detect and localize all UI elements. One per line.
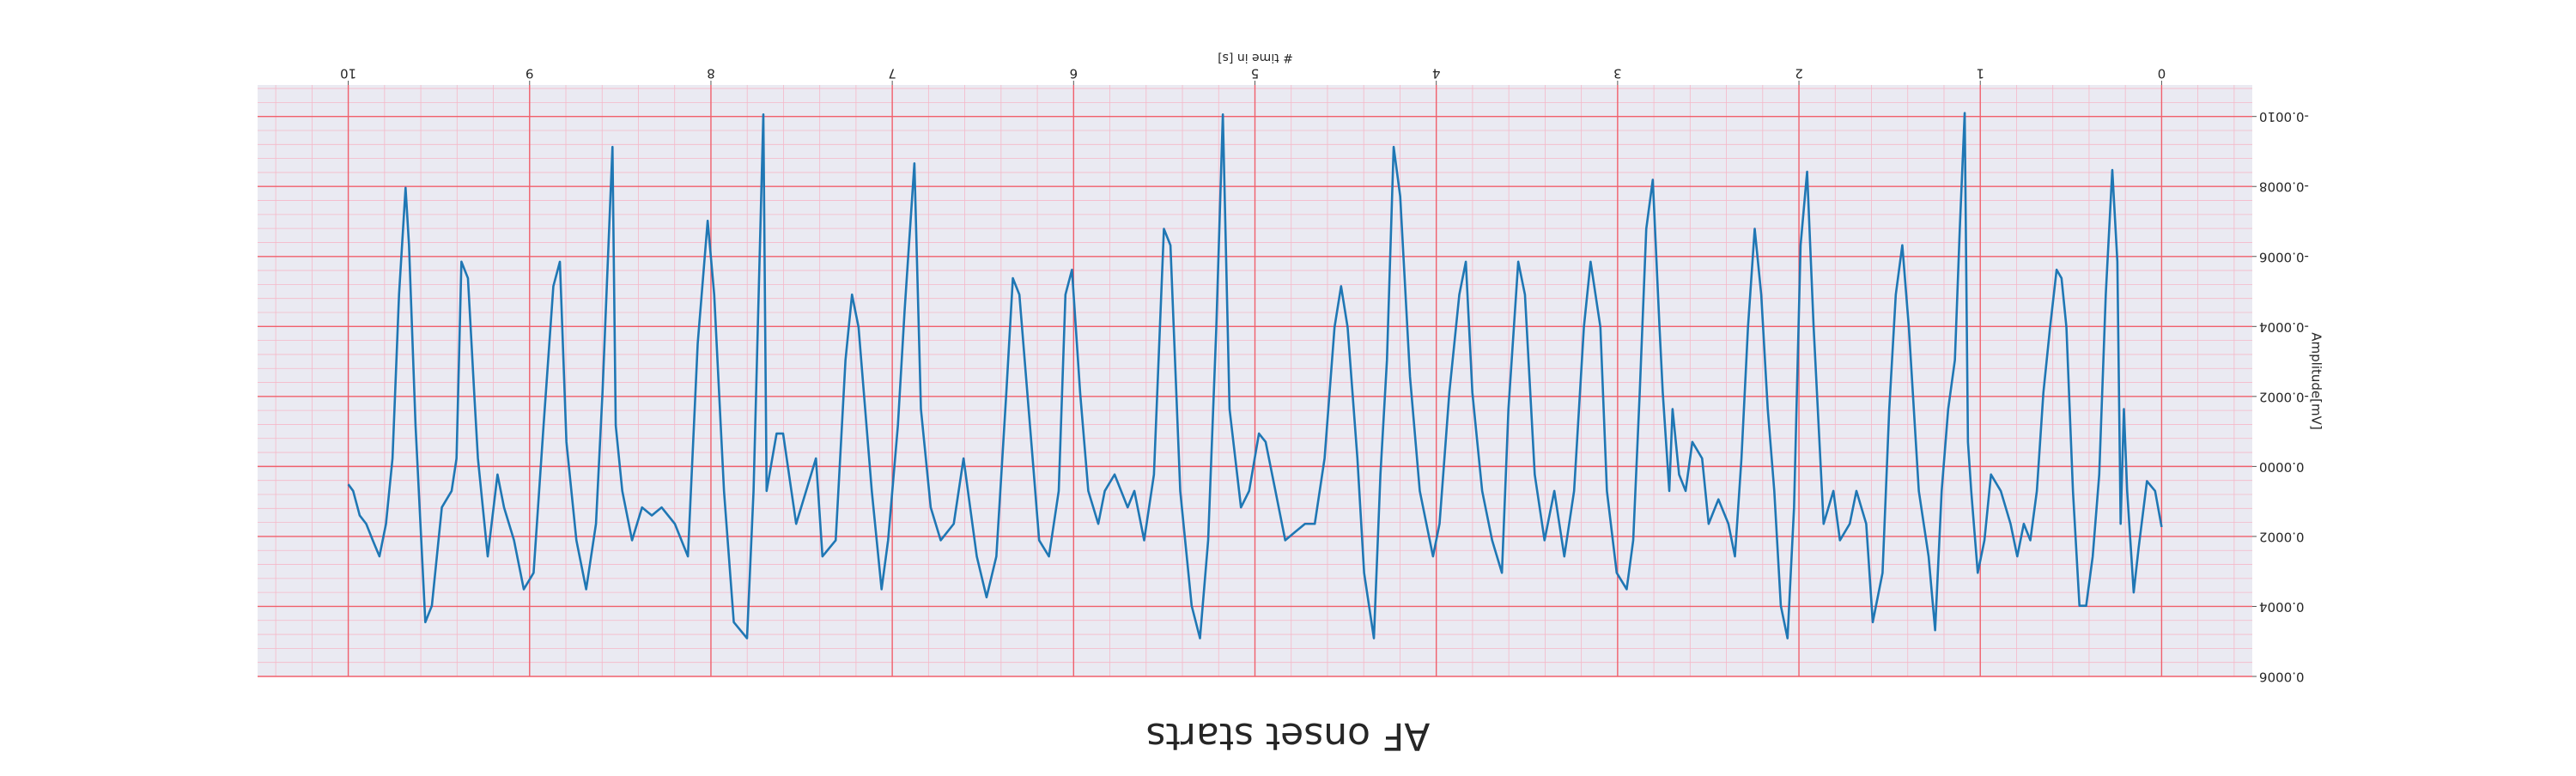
y-tick-label: -0.0006 — [2259, 249, 2309, 264]
x-tick-label: 6 — [1070, 66, 1078, 82]
x-tick-label: 4 — [1432, 66, 1441, 82]
x-tick-label: 9 — [526, 66, 534, 82]
y-axis-label: Amplitude[mV] — [2309, 332, 2324, 429]
chart-body: AF onset starts # time in [s] Amplitude[… — [258, 51, 2324, 758]
x-tick-label: 1 — [1976, 66, 1984, 82]
x-axis-label: # time in [s] — [1218, 51, 1293, 64]
x-tick-label: 8 — [707, 66, 715, 82]
y-tick-label: -0.0002 — [2259, 389, 2309, 404]
signal-line — [347, 112, 2163, 640]
x-tick-label: 3 — [1613, 66, 1622, 82]
y-tick-label: 0.0004 — [2259, 599, 2305, 615]
x-tick-label: 10 — [340, 66, 356, 82]
y-tick-label: 0.0002 — [2259, 529, 2305, 544]
y-tick-label: -0.0004 — [2259, 319, 2309, 335]
major-grid — [258, 85, 2252, 677]
y-tick-label: 0.0006 — [2259, 670, 2305, 685]
y-tick-label: -0.0010 — [2259, 109, 2309, 124]
x-tick-label: 7 — [888, 66, 896, 82]
y-tick-label: 0.0000 — [2259, 459, 2305, 475]
chart-title: AF onset starts — [1146, 714, 1431, 758]
x-tick-label: 5 — [1251, 66, 1260, 82]
x-tick-label: 2 — [1795, 66, 1803, 82]
y-tick-label: -0.0008 — [2259, 179, 2309, 195]
x-tick-label: 0 — [2158, 66, 2166, 82]
